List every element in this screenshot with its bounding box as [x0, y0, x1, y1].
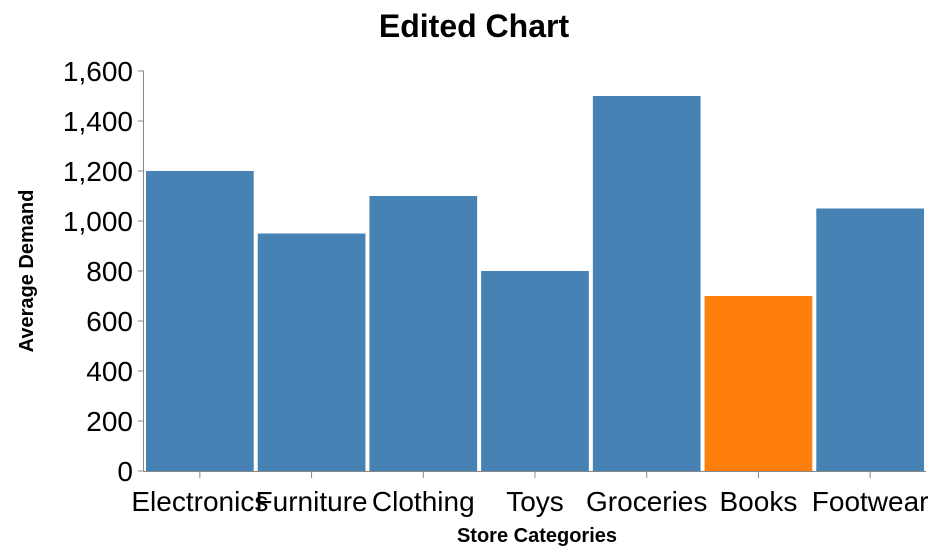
- bar: [592, 96, 701, 471]
- y-tick-label: 800: [86, 256, 133, 287]
- x-axis-title: Store Categories: [457, 525, 617, 547]
- chart-title: Edited Chart: [379, 8, 570, 44]
- y-tick-label: 1,600: [63, 56, 133, 87]
- bar: [704, 296, 813, 471]
- y-tick-label: 200: [86, 406, 133, 437]
- y-tick-label: 1,000: [63, 206, 133, 237]
- y-axis-title: Average Demand: [16, 190, 38, 353]
- bar: [481, 271, 589, 471]
- y-tick-label: 1,200: [63, 156, 133, 187]
- x-tick-label: Groceries: [586, 486, 707, 517]
- y-tick-label: 600: [86, 306, 133, 337]
- x-tick-label: Electronics: [131, 486, 268, 517]
- bar: [146, 171, 254, 471]
- x-tick-label: Clothing: [372, 486, 475, 517]
- y-tick-label: 400: [86, 356, 133, 387]
- bar: [369, 196, 478, 471]
- bars: [146, 96, 924, 471]
- x-tick-label: Toys: [506, 486, 564, 517]
- bar: [816, 208, 924, 471]
- bar: [257, 233, 366, 471]
- x-tick-label: Furniture: [256, 486, 368, 517]
- x-tick-label: Books: [720, 486, 798, 517]
- x-tick-label: Footwear: [812, 486, 929, 517]
- y-tick-label: 1,400: [63, 106, 133, 137]
- y-tick-label: 0: [117, 456, 133, 487]
- y-axis: 0 200 400 600 800 1,000 1,200 1,400 1,600: [63, 56, 144, 487]
